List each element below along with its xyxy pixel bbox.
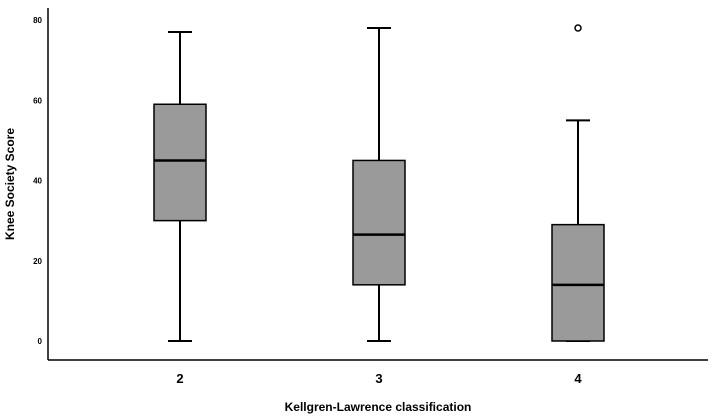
y-axis-label: Knee Society Score — [3, 128, 17, 240]
box-group-4 — [551, 24, 605, 342]
interquartile-box — [551, 223, 605, 342]
x-tick-label: 3 — [375, 371, 382, 386]
box-group-3 — [352, 27, 406, 342]
box-group-2 — [153, 31, 207, 342]
x-tick-label: 4 — [574, 371, 582, 386]
y-tick-labels: 0 20 40 60 80 — [33, 16, 42, 346]
x-tick-label: 2 — [176, 371, 183, 386]
box-plot-boxes — [153, 24, 605, 342]
y-tick-label: 20 — [33, 257, 42, 266]
y-tick-label: 40 — [33, 177, 42, 186]
x-axis-label: Kellgren-Lawrence classification — [285, 400, 472, 414]
interquartile-box — [153, 103, 207, 222]
y-tick-label: 0 — [38, 337, 43, 346]
y-tick-label: 80 — [33, 16, 42, 25]
outlier-point — [574, 24, 582, 32]
y-tick-label: 60 — [33, 96, 42, 105]
interquartile-box — [352, 159, 406, 286]
x-tick-labels: 2 3 4 — [176, 371, 582, 386]
